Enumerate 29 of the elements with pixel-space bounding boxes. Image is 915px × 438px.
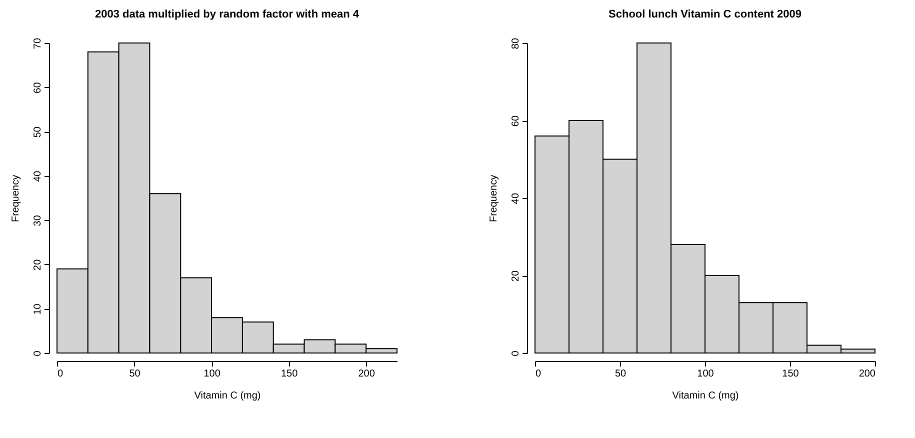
x-tick-label: 0 [536, 368, 542, 380]
y-tick-label: 40 [510, 192, 522, 204]
x-axis-title: Vitamin C (mg) [194, 390, 261, 402]
chart-title: School lunch Vitamin C content 2009 [608, 8, 802, 20]
x-tick-label: 200 [358, 368, 376, 380]
x-tick-label: 50 [614, 368, 626, 380]
y-tick-label: 20 [32, 258, 44, 270]
x-tick-label: 50 [129, 368, 141, 380]
y-tick-label: 60 [32, 82, 44, 94]
y-tick-label: 80 [510, 38, 522, 50]
y-tick-label: 0 [510, 350, 522, 356]
y-tick-label: 60 [510, 115, 522, 127]
x-tick-label: 100 [697, 368, 714, 380]
x-tick-label: 0 [58, 368, 64, 380]
y-tick-label: 0 [32, 350, 44, 356]
x-tick-label: 150 [782, 368, 800, 380]
x-axis-title: Vitamin C (mg) [672, 390, 739, 402]
y-tick-label: 10 [32, 303, 44, 315]
x-tick-label: 200 [858, 368, 876, 380]
y-tick-label: 30 [32, 214, 44, 226]
y-axis-title: Frequency [488, 174, 500, 222]
x-tick-label: 150 [280, 368, 298, 380]
chart-title: 2003 data multiplied by random factor with mean 4 [94, 8, 360, 20]
y-tick-label: 20 [510, 270, 522, 282]
y-tick-label: 70 [32, 38, 44, 50]
x-tick-label: 100 [204, 368, 221, 380]
y-tick-label: 40 [32, 170, 44, 182]
y-tick-label: 50 [32, 126, 44, 138]
y-axis-title: Frequency [10, 174, 22, 222]
